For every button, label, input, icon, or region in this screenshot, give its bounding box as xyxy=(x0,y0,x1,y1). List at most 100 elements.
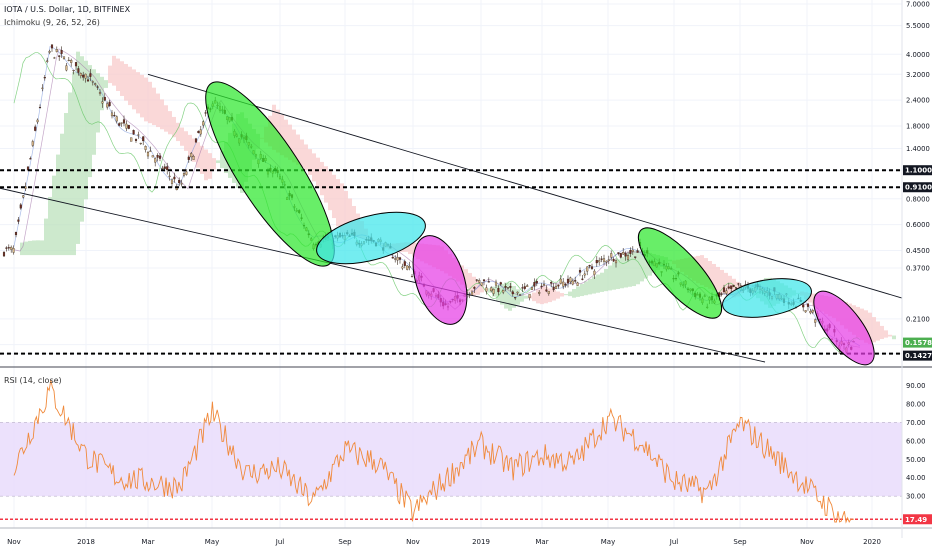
candle-body xyxy=(82,74,85,78)
candle-body xyxy=(586,266,589,272)
candle-body xyxy=(50,44,54,49)
cloud-segment xyxy=(508,282,512,311)
time-tick-label: 2019 xyxy=(472,538,490,546)
candle-body xyxy=(617,252,620,254)
candle-body xyxy=(511,291,514,295)
lower-trendline xyxy=(0,187,766,363)
candle-body xyxy=(34,126,37,131)
candle-body xyxy=(91,81,94,83)
time-tick-label: Nov xyxy=(7,538,21,546)
candle-body xyxy=(602,258,606,262)
candle-body xyxy=(154,158,157,163)
candle-body xyxy=(115,116,118,122)
cloud-segment xyxy=(48,196,52,256)
candle-body xyxy=(540,285,543,287)
candle-body xyxy=(391,257,394,259)
candle-body xyxy=(722,287,726,292)
cloud-segment xyxy=(324,166,328,203)
cloud-segment xyxy=(108,65,112,84)
cloud-segment xyxy=(288,124,292,160)
cloud-segment xyxy=(500,283,504,305)
cloud-segment xyxy=(872,317,876,343)
candle-body xyxy=(98,92,102,94)
ichimoku-legend[interactable]: Ichimoku (9, 26, 52, 26) xyxy=(4,18,100,27)
candle-body xyxy=(506,287,510,289)
cloud-segment xyxy=(728,275,732,296)
candle-body xyxy=(77,68,80,73)
rsi-tick-label: 50.00 xyxy=(906,456,925,464)
candle-body xyxy=(734,287,738,289)
time-tick-label: 2020 xyxy=(863,538,881,546)
cloud-segment xyxy=(348,198,352,235)
cloud-segment xyxy=(808,292,812,303)
candle-body xyxy=(473,286,476,289)
candle-body xyxy=(619,253,622,258)
candle-body xyxy=(173,176,176,180)
level-badge-1100: 1.1000 xyxy=(905,167,932,175)
candle-body xyxy=(809,310,812,314)
candle-body xyxy=(624,253,627,257)
cloud-segment xyxy=(136,72,140,114)
candle-body xyxy=(146,152,150,157)
candle-body xyxy=(502,290,505,293)
candle-body xyxy=(480,282,483,286)
candle-body xyxy=(612,258,615,262)
candle-body xyxy=(526,285,529,287)
candle-body xyxy=(811,310,814,313)
candle-body xyxy=(38,106,42,109)
candle-body xyxy=(535,281,538,284)
rsi-tick-label: 80.00 xyxy=(906,400,925,408)
cloud-segment xyxy=(312,153,316,182)
candle-body xyxy=(58,55,61,57)
cloud-segment xyxy=(84,60,88,200)
candle-body xyxy=(523,286,526,289)
cloud-segment xyxy=(220,151,224,169)
candle-body xyxy=(137,134,140,136)
candle-body xyxy=(79,73,82,77)
candle-body xyxy=(170,179,174,184)
magenta-ellipse xyxy=(412,235,468,325)
rsi-legend[interactable]: RSI (14, close) xyxy=(4,376,62,385)
cloud-segment xyxy=(880,325,884,340)
candle-body xyxy=(110,112,114,117)
candle-body xyxy=(70,60,73,63)
cloud-segment xyxy=(412,242,416,257)
cloud-segment xyxy=(132,69,136,110)
candle-body xyxy=(67,59,70,62)
candle-body xyxy=(720,293,723,295)
cloud-segment xyxy=(552,289,556,301)
candle-body xyxy=(132,130,135,135)
time-tick-label: Mar xyxy=(535,538,548,546)
cloud-segment xyxy=(496,285,500,301)
cloud-segment xyxy=(892,335,896,340)
candle-body xyxy=(814,319,817,323)
trend-drawings xyxy=(0,73,903,366)
candle-body xyxy=(161,167,164,170)
candle-body xyxy=(2,252,6,257)
candle-body xyxy=(48,51,51,53)
rsi-tick-label: 90.00 xyxy=(906,382,925,390)
candle-body xyxy=(737,283,740,285)
candle-body xyxy=(178,180,181,184)
candle-body xyxy=(94,83,97,85)
candle-body xyxy=(636,250,639,253)
candle-body xyxy=(120,122,123,124)
cloud-segment xyxy=(636,250,640,285)
cloud-segment xyxy=(472,276,476,296)
candle-body xyxy=(732,284,735,287)
cloud-segment xyxy=(172,116,176,138)
cloud-segment xyxy=(184,131,188,151)
time-tick-label: Sep xyxy=(733,538,747,546)
price-tick-label: 0.4500 xyxy=(906,247,930,255)
cloud-segment xyxy=(340,183,344,233)
cloud-segment xyxy=(68,92,72,256)
cloud-segment xyxy=(32,240,36,256)
candle-body xyxy=(581,278,584,280)
candle-body xyxy=(730,285,733,289)
cloud-segment xyxy=(212,158,216,170)
rsi-tick-label: 60.00 xyxy=(906,437,925,445)
candle-body xyxy=(562,281,565,287)
cloud-segment xyxy=(520,292,524,302)
candle-body xyxy=(401,266,404,269)
